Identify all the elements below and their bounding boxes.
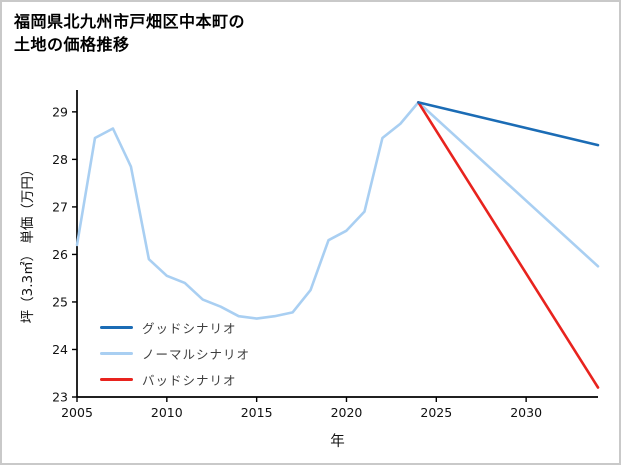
chart-title-line1: 福岡県北九州市戸畑区中本町の xyxy=(14,12,246,31)
x-axis-label: 年 xyxy=(330,434,345,450)
y-tick-label: 27 xyxy=(52,199,68,214)
legend-swatch-good-scenario xyxy=(100,325,133,329)
x-tick-label: 2030 xyxy=(510,405,542,420)
legend-item: ノーマルシナリオ xyxy=(100,340,250,366)
x-tick-label: 2025 xyxy=(420,405,452,420)
series-bad-scenario xyxy=(417,101,600,389)
chart-title: 福岡県北九州市戸畑区中本町の 土地の価格推移 xyxy=(14,10,245,56)
y-tick-label: 29 xyxy=(52,104,68,119)
y-tick-label: 24 xyxy=(52,342,68,357)
y-tick-label: 26 xyxy=(52,247,68,262)
legend-item: バッドシナリオ xyxy=(100,366,250,392)
series-good-scenario xyxy=(417,101,600,147)
series-normal-scenario xyxy=(75,101,600,320)
x-tick-label: 2020 xyxy=(331,405,363,420)
x-tick-label: 2005 xyxy=(61,405,93,420)
y-axis-label: 坪（3.3㎡） 単価（万円） xyxy=(20,162,36,324)
legend-swatch-normal-scenario xyxy=(100,351,133,355)
legend-swatch-bad-scenario xyxy=(100,377,133,381)
y-tick-label: 25 xyxy=(52,294,68,309)
y-tick-label: 23 xyxy=(52,390,68,405)
legend-label: グッドシナリオ xyxy=(142,320,237,336)
legend-label: ノーマルシナリオ xyxy=(142,346,251,362)
legend-label: バッドシナリオ xyxy=(142,372,237,388)
legend-item: グッドシナリオ xyxy=(100,314,250,340)
y-tick-label: 28 xyxy=(52,152,68,167)
chart-title-line2: 土地の価格推移 xyxy=(14,35,130,55)
x-tick-label: 2010 xyxy=(151,405,183,420)
x-tick-label: 2015 xyxy=(241,405,273,420)
legend: グッドシナリオ ノーマルシナリオ バッドシナリオ xyxy=(100,314,250,392)
